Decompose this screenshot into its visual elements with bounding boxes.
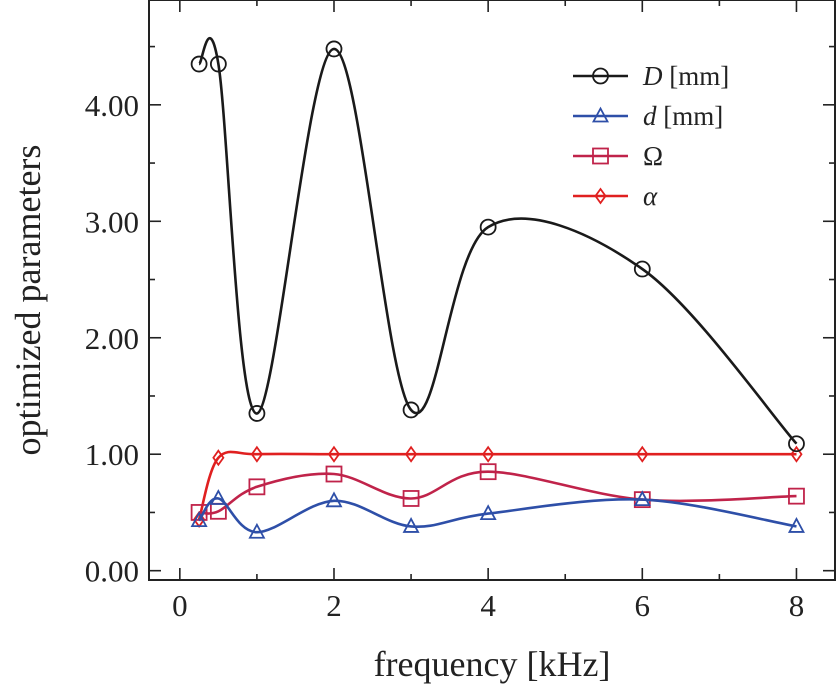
legend-name-d: d <box>643 101 657 131</box>
data-point-omega <box>788 487 805 505</box>
data-point-D <box>402 401 420 419</box>
legend-marker-alpha <box>594 187 607 205</box>
legend-item-d: d [mm] <box>573 101 723 131</box>
legend-label-D: D [mm] <box>642 61 729 91</box>
plot-frame <box>148 0 836 581</box>
series-alpha <box>192 445 803 528</box>
legend-item-alpha: α <box>573 181 658 211</box>
x-tick-label: 2 <box>326 588 342 623</box>
data-point-D <box>190 55 208 73</box>
data-point-d <box>209 489 227 505</box>
data-point-d <box>633 490 651 507</box>
y-tick-label: 3.00 <box>85 204 139 239</box>
x-tick-label: 6 <box>635 588 651 623</box>
legend-marker-D <box>592 67 609 85</box>
data-point-omega <box>248 478 266 496</box>
series-d <box>190 489 805 539</box>
x-tick-label: 4 <box>480 588 496 623</box>
legend: D [mm]d [mm]Ωα <box>573 61 729 211</box>
data-point-alpha <box>212 449 225 467</box>
x-axis-title: frequency [kHz] <box>374 644 611 684</box>
legend-label-omega: Ω <box>643 141 663 171</box>
data-point-d <box>787 517 805 533</box>
data-point-alpha <box>250 445 264 463</box>
data-point-D <box>788 435 805 453</box>
y-tick-label: 0.00 <box>85 554 139 589</box>
data-point-alpha <box>790 445 803 463</box>
data-point-alpha <box>327 445 341 463</box>
legend-item-omega: Ω <box>573 141 663 171</box>
legend-marker-d <box>591 106 610 123</box>
legend-label-alpha: α <box>643 181 658 211</box>
legend-name-D: D <box>642 61 663 91</box>
legend-unit-D: [mm] <box>663 61 730 91</box>
data-point-omega <box>479 463 497 481</box>
data-point-omega <box>402 490 420 507</box>
data-point-d <box>248 522 266 539</box>
data-point-d <box>479 504 497 521</box>
legend-name-alpha: α <box>643 181 658 211</box>
data-point-D <box>248 405 266 422</box>
data-point-d <box>325 491 343 508</box>
y-tick-label: 1.00 <box>85 437 139 472</box>
data-point-d <box>402 517 420 533</box>
series-line-d <box>198 497 797 534</box>
legend-marker-omega <box>592 147 609 165</box>
y-tick-label: 2.00 <box>85 321 139 356</box>
data-point-D <box>479 218 497 236</box>
series-D <box>190 37 805 453</box>
data-point-alpha <box>636 445 649 463</box>
data-point-omega <box>325 465 343 483</box>
legend-label-d: d [mm] <box>643 101 723 131</box>
y-tick-label: 4.00 <box>85 88 139 123</box>
data-point-D <box>209 55 227 73</box>
data-point-alpha <box>482 445 495 463</box>
legend-unit-d: [mm] <box>657 101 724 131</box>
legend-item-D: D [mm] <box>573 61 729 91</box>
x-tick-label: 8 <box>789 588 805 623</box>
data-point-D <box>633 260 651 278</box>
series-layer <box>190 37 805 539</box>
x-tick-label: 0 <box>172 588 188 623</box>
data-point-D <box>325 40 343 58</box>
data-point-alpha <box>404 445 418 463</box>
series-line-D <box>197 37 798 445</box>
data-point-d <box>190 511 208 528</box>
legend-name-omega: Ω <box>643 141 663 171</box>
axis-ticks: 0 2 4 6 8 0.00 1.00 2.00 3.00 4.00 <box>85 0 835 623</box>
series-line-alpha <box>197 450 797 520</box>
y-axis-title: optimized parameters <box>8 145 48 456</box>
